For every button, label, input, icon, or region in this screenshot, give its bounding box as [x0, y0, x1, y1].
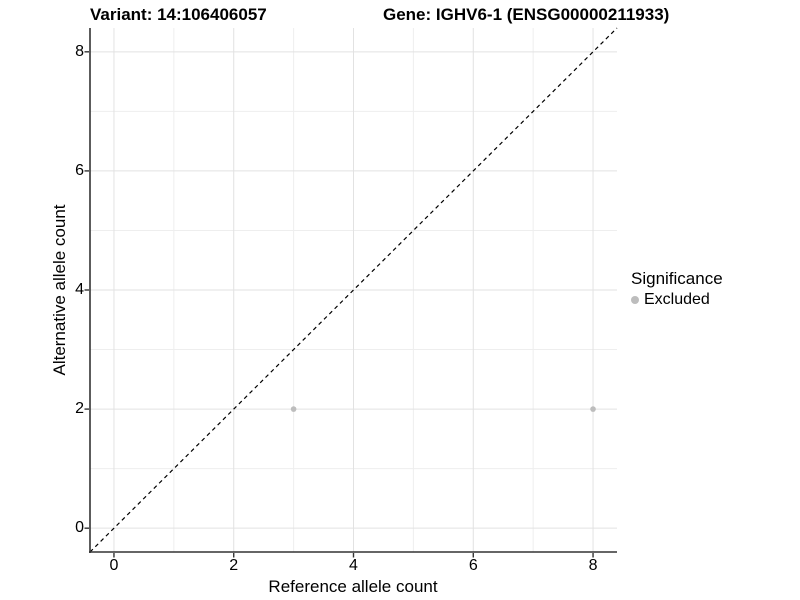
x-tick-label: 0: [109, 557, 119, 574]
y-tick-label: 2: [75, 400, 84, 418]
x-tick-label: 6: [468, 557, 478, 574]
identity-dashed-line: [89, 27, 618, 553]
y-tick-label: 8: [75, 42, 84, 60]
data-point: [290, 406, 297, 412]
x-tick-label: 2: [229, 557, 239, 574]
x-tick-label: 4: [349, 557, 358, 574]
legend-item-label: Excluded: [644, 291, 710, 308]
x-axis-title: Reference allele count: [268, 577, 438, 596]
data-point: [590, 406, 596, 412]
legend-item-excluded: Excluded: [631, 291, 723, 309]
y-tick-label: 4: [75, 281, 84, 298]
excluded-point-icon: [631, 296, 639, 304]
legend: Significance Excluded: [631, 269, 723, 309]
x-tick-label: 8: [588, 557, 598, 574]
y-tick-label: 6: [75, 161, 84, 179]
gene-title: Gene: IGHV6-1 (ENSG00000211933): [383, 5, 670, 24]
legend-title: Significance: [631, 269, 723, 288]
variant-title: Variant: 14:106406057: [90, 5, 267, 24]
y-tick-label: 0: [75, 519, 84, 537]
